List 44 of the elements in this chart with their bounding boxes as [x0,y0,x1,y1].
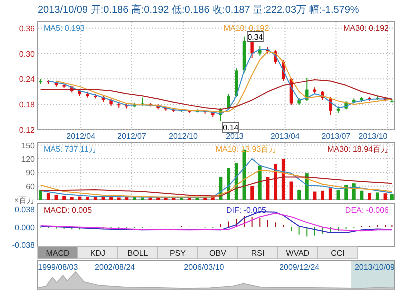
y-tick-label: 0.24 [19,75,36,84]
text: CCI [331,249,345,258]
y-tick-label: -0.038 [12,241,36,250]
x-tick-label: 2012/04 [66,132,96,141]
text: RSI [251,249,265,258]
y-tick-label: 120 [22,154,36,164]
text: OBV [210,249,228,258]
text: BOLL [128,249,149,258]
y-tick-label: 60 [26,182,36,192]
y-tick-label: 0.000 [14,223,36,232]
y-tick-label: 0.12 [19,126,36,135]
x-tick-label: 2012/07 [118,132,148,141]
x-tick-label: 2002/08/24 [95,263,136,272]
y-tick-label: 0.36 [19,24,36,34]
x-tick-label: 2012/10 [169,132,198,141]
text: PSY [170,249,187,258]
y-tick-label: 0.18 [19,100,36,110]
chart-title: 2013/10/09 开:0.186 高:0.192 低:0.186 收:0.187 量:222.03万 幅:-1.579% [38,4,360,16]
text: MA10: 13.93百万 [216,145,278,154]
text: MA30: 0.192 [344,24,390,33]
text: MA5: 737.11万 [44,145,97,154]
y-tick-label: 0.038 [14,206,36,215]
x-tick-label: 2006/03/10 [184,263,225,272]
y-tick-label: 90 [26,168,36,178]
text: KDJ [90,249,106,258]
x-tick-label: 2013/07 [322,132,352,141]
series-label: MACD: 0.005 [44,206,93,215]
y-tick-label: 150 [22,141,36,150]
x-tick-label: 2013/10 [358,132,388,141]
text: WVAD [286,249,310,258]
y-tick-label: ×百万 [14,196,35,205]
text: MACD [46,249,70,258]
y-tick-label: 0.30 [19,50,36,59]
x-tick-label: 2013/10/09 [354,263,396,272]
x-tick-label: 1999/08/03 [38,263,79,272]
x-tick-label: 2013 [226,132,244,141]
series-label: DEA: -0.006 [345,206,390,215]
annotation: 0.34 [248,32,264,42]
x-tick-label: 2013/04 [270,132,300,141]
text: MA10: 0.192 [224,24,270,33]
annotation: 0.14 [223,124,240,133]
text: MA5: 0.193 [44,24,86,33]
x-tick-label: 2009/12/24 [280,263,320,272]
text: MA30: 18.94百万 [328,145,389,154]
